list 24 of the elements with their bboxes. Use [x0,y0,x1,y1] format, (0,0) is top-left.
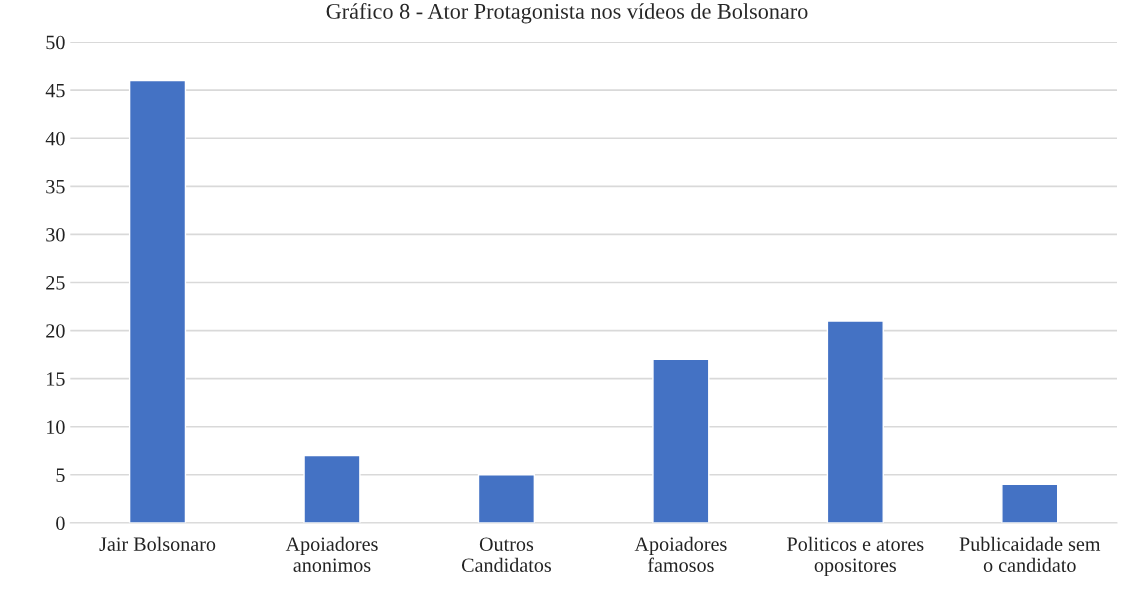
x-tick-label: Outros Candidatos [461,537,551,572]
bar [1001,483,1059,523]
y-tick-label: 0 [56,516,65,531]
bar [826,320,884,523]
y-tick-label: 40 [45,131,65,146]
y-tick-label: 45 [45,83,65,98]
x-tick-label: Jair Bolsonaro [99,536,216,551]
y-tick-label: 5 [56,468,65,482]
y-tick-label: 10 [47,420,65,434]
y-tick-label: 20 [46,324,65,338]
y-tick-label: 50 [46,35,65,50]
y-tick-label: 30 [46,227,65,242]
chart-title: Gráfico 8 - Ator Protagonista nos vídeos de Bolsonaro [326,3,808,24]
y-tick-label: 15 [47,372,65,386]
y-tick-label: 25 [46,276,65,290]
bar [652,358,710,523]
x-tick-label: Apoiadores anonimos [285,536,378,572]
bar [128,79,187,523]
bar [477,474,536,523]
x-tick-label: Publicaidade sem o candidato [959,536,1101,572]
x-tick-label: Politicos e atores opositores [787,536,924,577]
x-tick-label: Apoiadores famosos [634,536,727,572]
bar [303,454,361,523]
y-tick-label: 35 [46,179,65,194]
